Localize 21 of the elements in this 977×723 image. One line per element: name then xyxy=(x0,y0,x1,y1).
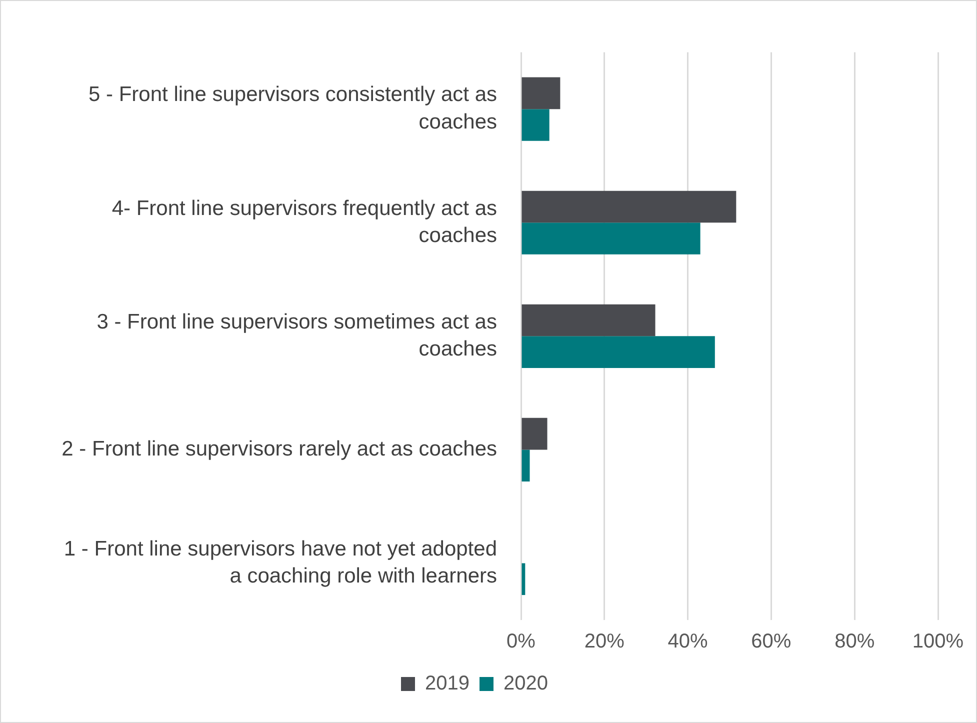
bar xyxy=(522,222,700,254)
y-tick-label: 5 - Front line supervisors consistently act as coaches xyxy=(88,83,497,134)
bar xyxy=(522,109,550,141)
bar xyxy=(522,418,548,450)
x-tick-label: 80% xyxy=(834,630,875,653)
legend-label: 2019 xyxy=(425,672,470,695)
y-tick-label: 3 - Front line supervisors sometimes act as coaches xyxy=(96,310,497,361)
bar xyxy=(522,336,715,368)
x-tick-label: 60% xyxy=(751,630,792,653)
bar xyxy=(522,304,656,336)
y-tick-label: 4- Front line supervisors frequently act as coaches xyxy=(112,196,497,248)
bar xyxy=(522,77,560,110)
y-tick-label: 2 - Front line supervisors rarely act as coaches xyxy=(62,437,497,460)
legend-label: 2020 xyxy=(504,672,548,695)
y-tick-label: 1 - Front line supervisors have not yet adopted a coaching role with learners xyxy=(64,537,497,588)
x-tick-label: 100% xyxy=(912,630,964,653)
bar xyxy=(522,450,530,482)
x-tick-label: 20% xyxy=(584,630,625,653)
x-tick-label: 40% xyxy=(668,630,708,653)
bar xyxy=(522,190,736,223)
x-tick-label: 0% xyxy=(506,630,536,653)
